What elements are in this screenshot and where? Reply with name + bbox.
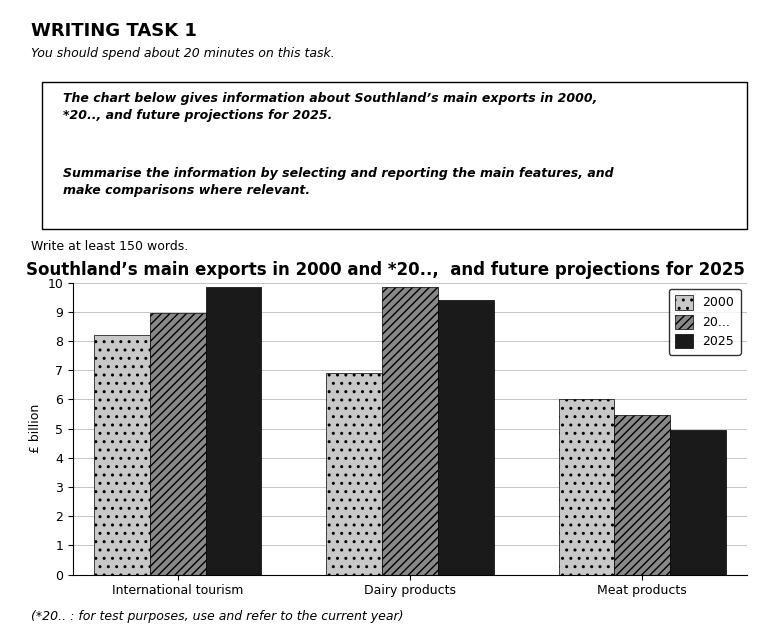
Text: The chart below gives information about Southland’s main exports in 2000,
*20..,: The chart below gives information about … [63, 92, 598, 122]
Bar [206, 287, 261, 575]
Bar [94, 335, 150, 575]
Text: WRITING TASK 1: WRITING TASK 1 [31, 22, 196, 40]
Text: You should spend about 20 minutes on this task.: You should spend about 20 minutes on thi… [31, 47, 334, 60]
Bar [670, 430, 726, 575]
Bar [614, 416, 670, 575]
Text: Summarise the information by selecting and reporting the main features, and
make: Summarise the information by selecting a… [63, 167, 614, 197]
Bar [559, 399, 614, 575]
Bar [382, 287, 438, 575]
Text: (*20.. : for test purposes, use and refer to the current year): (*20.. : for test purposes, use and refe… [31, 610, 403, 623]
FancyBboxPatch shape [42, 82, 747, 229]
Text: Write at least 150 words.: Write at least 150 words. [31, 240, 188, 253]
Legend: 2000, 20..., 2025: 2000, 20..., 2025 [669, 289, 741, 355]
Bar [438, 300, 494, 575]
Bar [326, 373, 382, 575]
Bar [150, 313, 206, 575]
Text: Southland’s main exports in 2000 and *20..,  and future projections for 2025: Southland’s main exports in 2000 and *20… [25, 261, 745, 279]
Y-axis label: £ billion: £ billion [29, 404, 42, 453]
